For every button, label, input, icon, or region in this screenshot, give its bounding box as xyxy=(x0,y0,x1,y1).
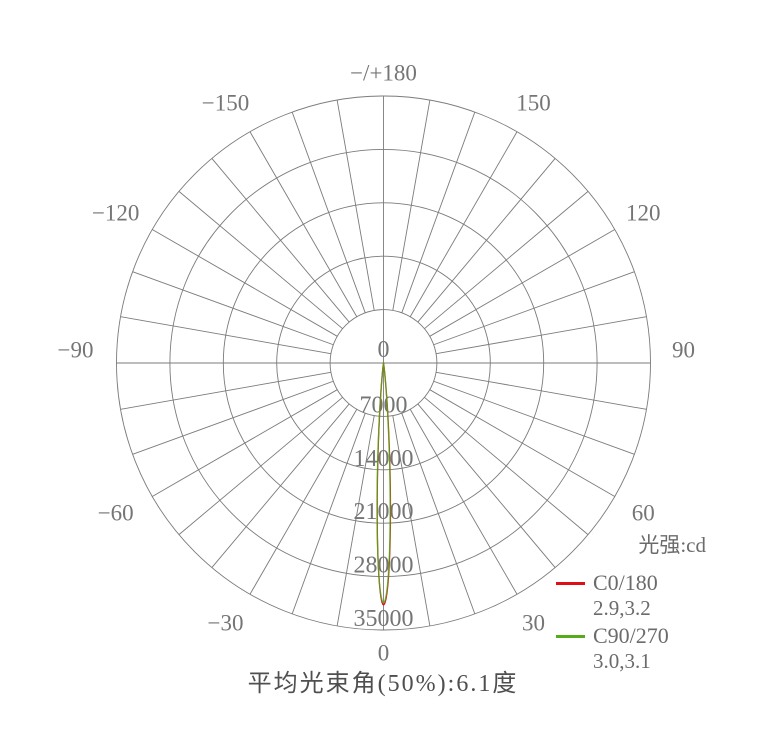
angle-label: 0 xyxy=(378,641,390,666)
radial-tick-label: 14000 xyxy=(354,446,414,472)
series-c90-line-icon xyxy=(556,634,585,638)
legend-units-label: 光强:cd xyxy=(638,533,706,557)
legend-item-c0: C0/180 xyxy=(556,570,708,595)
angle-label: 150 xyxy=(516,91,551,116)
radial-tick-label: 21000 xyxy=(354,499,414,525)
angle-label: −30 xyxy=(208,610,244,635)
series-c90-label: C90/270 xyxy=(593,623,669,648)
angle-label: 120 xyxy=(626,201,661,226)
angle-label: −90 xyxy=(58,338,94,363)
series-c0-beam-angles: 2.9,3.2 xyxy=(593,596,651,620)
chart-title: 平均光束角(50%):6.1度 xyxy=(247,671,519,697)
angle-label: −/+180 xyxy=(350,61,417,86)
angle-label: 30 xyxy=(522,610,545,635)
legend: 光强:cd C0/180 2.9,3.2 C90/270 3.0,3.1 xyxy=(556,529,708,677)
radial-tick-label: 0 xyxy=(378,337,390,363)
legend-item-c90: C90/270 xyxy=(556,623,708,648)
radial-tick-label: 35000 xyxy=(354,606,414,632)
angle-label: −60 xyxy=(98,501,134,526)
angle-label: 60 xyxy=(632,501,655,526)
radial-tick-label: 28000 xyxy=(354,553,414,579)
series-c0-line-icon xyxy=(556,581,585,585)
radial-tick-label: 7000 xyxy=(360,392,408,418)
angle-label: −150 xyxy=(202,91,249,116)
angle-label: 90 xyxy=(672,338,695,363)
series-c90-beam-angles: 3.0,3.1 xyxy=(593,649,651,673)
angle-label: −120 xyxy=(92,201,139,226)
series-c0-label: C0/180 xyxy=(593,570,658,595)
series-curve-C90270 xyxy=(376,362,391,604)
